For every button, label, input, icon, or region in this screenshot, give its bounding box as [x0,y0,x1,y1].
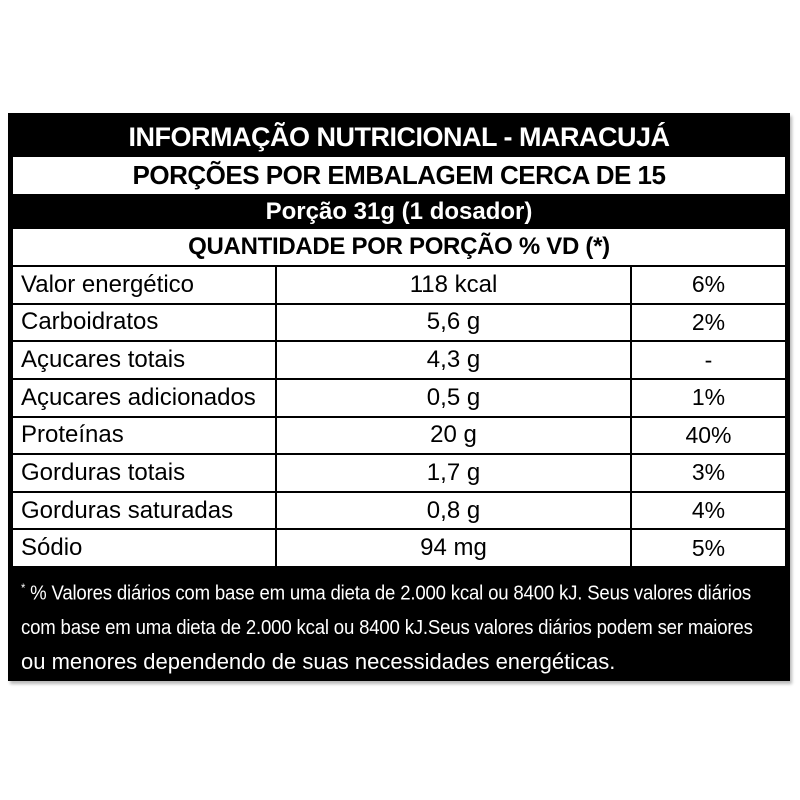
columns-header: QUANTIDADE POR PORÇÃO % VD (*) [13,229,785,265]
nutrient-name: Sódio [21,534,83,562]
nutrient-dv: 3% [630,455,785,491]
footnote-line-2: com base em uma dieta de 2.000 kcal ou 8… [21,616,753,639]
nutrient-name: Açucares totais [21,346,186,374]
nutrient-dv: 1% [630,379,785,416]
daily-values-footnote: * % Valores diários com base em uma diet… [13,566,785,676]
nutrient-name: Açucares adicionados [21,383,256,411]
table-row-gorduras-totais: Gorduras totais 1,7 g 3% [13,453,785,491]
nutrient-amount: 5,6 g [275,304,630,341]
nutrient-rows: Valor energético 118 kcal 6% Carboidrato… [13,265,785,566]
table-row-carboidratos: Carboidratos 5,6 g 2% [13,302,785,341]
table-row-valor-energetico: Valor energético 118 kcal 6% [13,265,785,303]
nutrient-amount: 94 mg [275,530,630,566]
footnote-line-1-text: % Valores diários com base em uma dieta … [25,582,751,605]
table-row-acucares-adicionados: Açucares adicionados 0,5 g 1% [13,377,785,416]
nutrient-dv: 2% [630,304,785,341]
nutrient-dv: 40% [630,417,785,454]
nutrient-amount: 0,5 g [275,379,630,416]
nutrient-name: Carboidratos [21,308,159,336]
table-row-acucares-totais: Açucares totais 4,3 g - [13,340,785,378]
table-row-proteinas: Proteínas 20 g 40% [13,415,785,454]
footnote-asterisk: * [21,581,26,595]
nutrient-name: Valor energético [21,270,194,298]
nutrient-dv: 6% [630,267,785,303]
serving-size: Porção 31g (1 dosador) [13,194,785,229]
nutrient-dv: 4% [630,492,785,529]
nutrient-amount: 118 kcal [275,267,630,303]
nutrient-dv: - [630,342,785,378]
table-row-sodio: Sódio 94 mg 5% [13,528,785,566]
footnote-line-3: ou menores dependendo de suas necessidad… [21,648,616,674]
footnote-line-1: * % Valores diários com base em uma diet… [21,571,751,611]
table-row-gorduras-saturadas: Gorduras saturadas 0,8 g 4% [13,490,785,529]
table-title: INFORMAÇÃO NUTRICIONAL - MARACUJÁ [13,118,785,157]
nutrient-amount: 20 g [275,417,630,454]
nutrient-name: Gorduras totais [21,458,186,486]
servings-per-package: PORÇÕES POR EMBALAGEM CERCA DE 15 [13,157,785,194]
nutrient-name: Gorduras saturadas [21,496,234,524]
nutrient-dv: 5% [630,530,785,566]
nutrient-name: Proteínas [21,421,124,449]
nutrient-amount: 1,7 g [275,455,630,491]
nutrient-amount: 0,8 g [275,492,630,529]
nutrition-facts-table: INFORMAÇÃO NUTRICIONAL - MARACUJÁ PORÇÕE… [8,113,790,681]
nutrient-amount: 4,3 g [275,342,630,378]
